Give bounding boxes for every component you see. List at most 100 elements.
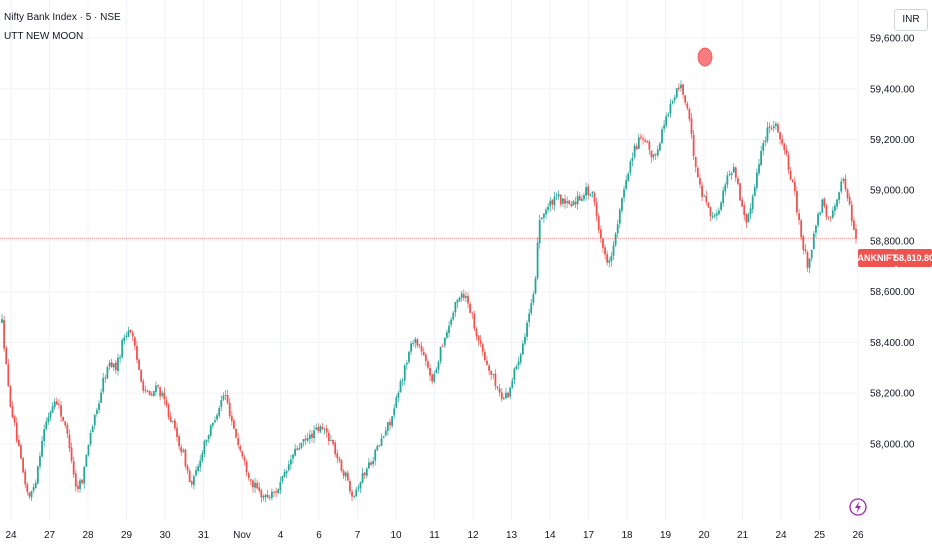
candle-body <box>521 343 524 355</box>
candle-body <box>277 489 280 494</box>
candle-body <box>17 440 20 447</box>
y-tick-label: 58,800.00 <box>870 236 915 247</box>
candle-body <box>469 303 472 313</box>
candle-body <box>762 143 765 151</box>
candle-body <box>127 330 130 337</box>
candle-body <box>77 485 79 489</box>
candle-body <box>450 319 453 325</box>
candle-body <box>72 461 75 475</box>
symbol-title[interactable]: Nifty Bank Index · 5 · NSE <box>4 12 121 23</box>
candle-body <box>266 494 269 498</box>
x-axis-layer[interactable]: 24 27 28 29 30 31 Nov 4 6 7 10 11 12 13 14 17 18 19 20 21 24… <box>5 530 864 541</box>
candle-body <box>722 190 725 204</box>
candle-body <box>342 470 345 476</box>
y-tick-label: 58,200.00 <box>870 389 915 400</box>
candle-body <box>696 167 699 178</box>
candle-body <box>81 479 84 484</box>
candle-body <box>606 254 609 263</box>
candle-body <box>815 225 817 233</box>
x-tick-label: 27 <box>44 530 56 541</box>
lightning-icon[interactable] <box>855 501 861 513</box>
candle-body <box>800 220 803 238</box>
candle-body <box>235 428 237 438</box>
candle-body <box>734 167 737 178</box>
candle-body <box>338 458 341 461</box>
candle-body <box>587 186 590 196</box>
candle-body <box>39 456 41 467</box>
candle-body <box>846 189 849 199</box>
y-tick-label: 59,200.00 <box>870 135 915 146</box>
candle-body <box>376 445 379 451</box>
candle-body <box>540 217 543 220</box>
candle-body <box>98 403 100 410</box>
candle-body <box>456 299 459 303</box>
candle-body <box>564 199 566 204</box>
candle-body <box>680 84 682 89</box>
grid-layer <box>0 0 859 520</box>
candle-body <box>45 421 48 430</box>
candle-body <box>51 406 54 413</box>
candle-body <box>165 400 168 406</box>
candle-body <box>452 312 455 320</box>
candle-body <box>557 194 560 197</box>
candle-body <box>294 448 297 456</box>
x-tick-label: 7 <box>355 530 361 541</box>
candle-body <box>313 430 315 438</box>
candle-body <box>241 451 244 457</box>
candle-body <box>779 132 781 140</box>
indicator-name[interactable]: UTT NEW MOON <box>4 31 84 42</box>
candle-body <box>599 229 602 239</box>
x-tick-label: 12 <box>467 530 479 541</box>
y-axis-layer[interactable]: 58,000.00 58,200.00 58,400.00 58,600.00 58,8… <box>870 34 915 451</box>
candle-body <box>108 362 111 367</box>
y-tick-label: 58,600.00 <box>870 287 915 298</box>
candle-body <box>138 359 140 370</box>
candle-body <box>701 185 703 197</box>
candle-body <box>555 195 558 197</box>
candle-body <box>597 216 600 231</box>
candle-body <box>368 462 370 469</box>
candle-body <box>79 480 81 489</box>
currency-selector[interactable]: INR <box>894 9 928 31</box>
candle-body <box>614 233 617 246</box>
candle-body <box>315 427 318 430</box>
candle-body <box>677 87 680 89</box>
candle-body <box>167 404 170 418</box>
candle-body <box>336 453 339 459</box>
price-tag-text: 58,810.80 <box>894 253 932 263</box>
candle-body <box>264 494 267 497</box>
candle-body <box>386 422 389 431</box>
candle-body <box>460 293 463 298</box>
candle-body <box>171 420 174 422</box>
candle-body <box>365 468 368 476</box>
candle-body <box>667 114 670 117</box>
candle-body <box>439 346 442 362</box>
candle-body <box>568 200 571 205</box>
candle-body <box>85 454 88 467</box>
candle-body <box>220 400 223 407</box>
x-tick-label: 24 <box>5 530 17 541</box>
candle-body <box>637 137 640 149</box>
candle-body <box>509 387 512 397</box>
candle-body <box>718 210 720 215</box>
candle-body <box>74 473 77 487</box>
candle-body <box>273 492 275 493</box>
candle-body <box>705 195 708 202</box>
alert-layer[interactable] <box>849 498 867 516</box>
candle-body <box>524 336 526 344</box>
candle-body <box>233 420 235 429</box>
candle-body <box>102 377 105 392</box>
candle-body <box>178 436 181 447</box>
candle-body <box>477 335 480 341</box>
candle-body <box>256 482 259 489</box>
candle-body <box>798 213 800 221</box>
candle-body <box>161 392 164 396</box>
candle-body <box>195 470 197 476</box>
candle-body <box>209 425 212 436</box>
candle-body <box>332 439 334 444</box>
candle-body <box>397 392 400 398</box>
candle-body <box>473 313 476 329</box>
candle-body <box>243 457 246 461</box>
